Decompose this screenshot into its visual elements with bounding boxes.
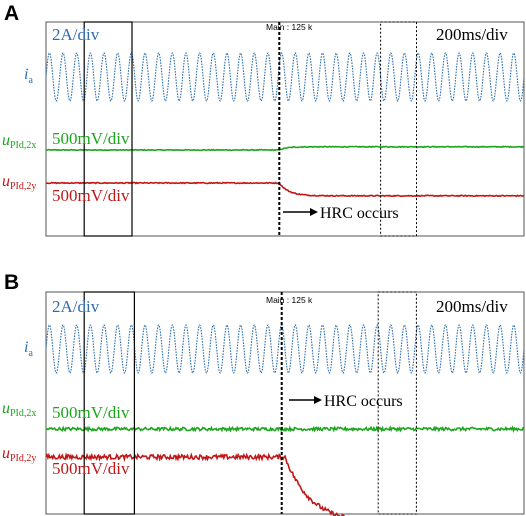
window-box-pre <box>83 21 133 237</box>
window-boxes-a <box>83 21 418 237</box>
scale-upid2y-b: 500mV/div <box>52 459 130 478</box>
window-box-post <box>377 291 417 515</box>
trace-u-pid-2y <box>45 181 525 198</box>
signal-label-ia-b: ia <box>24 339 33 359</box>
trigger-label-b: Main : 125 k <box>266 295 313 305</box>
scope-frame-a <box>45 21 525 237</box>
panel-label-a: A <box>4 2 19 25</box>
window-box-post <box>380 21 418 237</box>
scale-ia-b: 2A/div <box>52 297 100 316</box>
scale-upid2y-a: 500mV/div <box>52 186 130 205</box>
trace-u-pid-2x <box>45 145 525 152</box>
arrow-head-icon <box>310 208 318 216</box>
trace-u-pid-2x <box>45 425 525 433</box>
scale-ia-a: 2A/div <box>52 25 100 44</box>
panel-label-b: B <box>4 271 19 294</box>
window-box-pre <box>83 291 135 515</box>
scope-frame-b <box>45 291 525 515</box>
signal-label-ia-a: ia <box>24 66 33 86</box>
panel-b: B Main : 125 k 2A/div 200ms/div ia uPId,… <box>2 271 525 516</box>
annotation-text-b: HRC occurs <box>324 393 403 410</box>
annotation-text-a: HRC occurs <box>320 205 399 222</box>
time-scale-b: 200ms/div <box>436 297 508 316</box>
signal-label-upid2x-a: uPId,2x <box>2 132 36 151</box>
arrow-head-icon <box>314 396 322 404</box>
window-boxes-b <box>83 291 417 515</box>
trace-i-a <box>45 52 525 102</box>
traces-a <box>45 52 525 198</box>
scale-upid2x-b: 500mV/div <box>52 403 130 422</box>
trigger-label-a: Main : 125 k <box>266 22 313 32</box>
trace-u-pid-2y <box>45 452 349 516</box>
signal-label-upid2y-b: uPId,2y <box>2 445 36 464</box>
panel-a: A Main : 125 k 2A/div 200ms/div ia uPId,… <box>2 2 525 237</box>
time-scale-a: 200ms/div <box>436 25 508 44</box>
signal-label-upid2y-a: uPId,2y <box>2 173 36 192</box>
scale-upid2x-a: 500mV/div <box>52 129 130 148</box>
trace-i-a <box>45 324 525 374</box>
traces-b <box>45 324 525 516</box>
signal-label-upid2x-b: uPId,2x <box>2 400 36 419</box>
